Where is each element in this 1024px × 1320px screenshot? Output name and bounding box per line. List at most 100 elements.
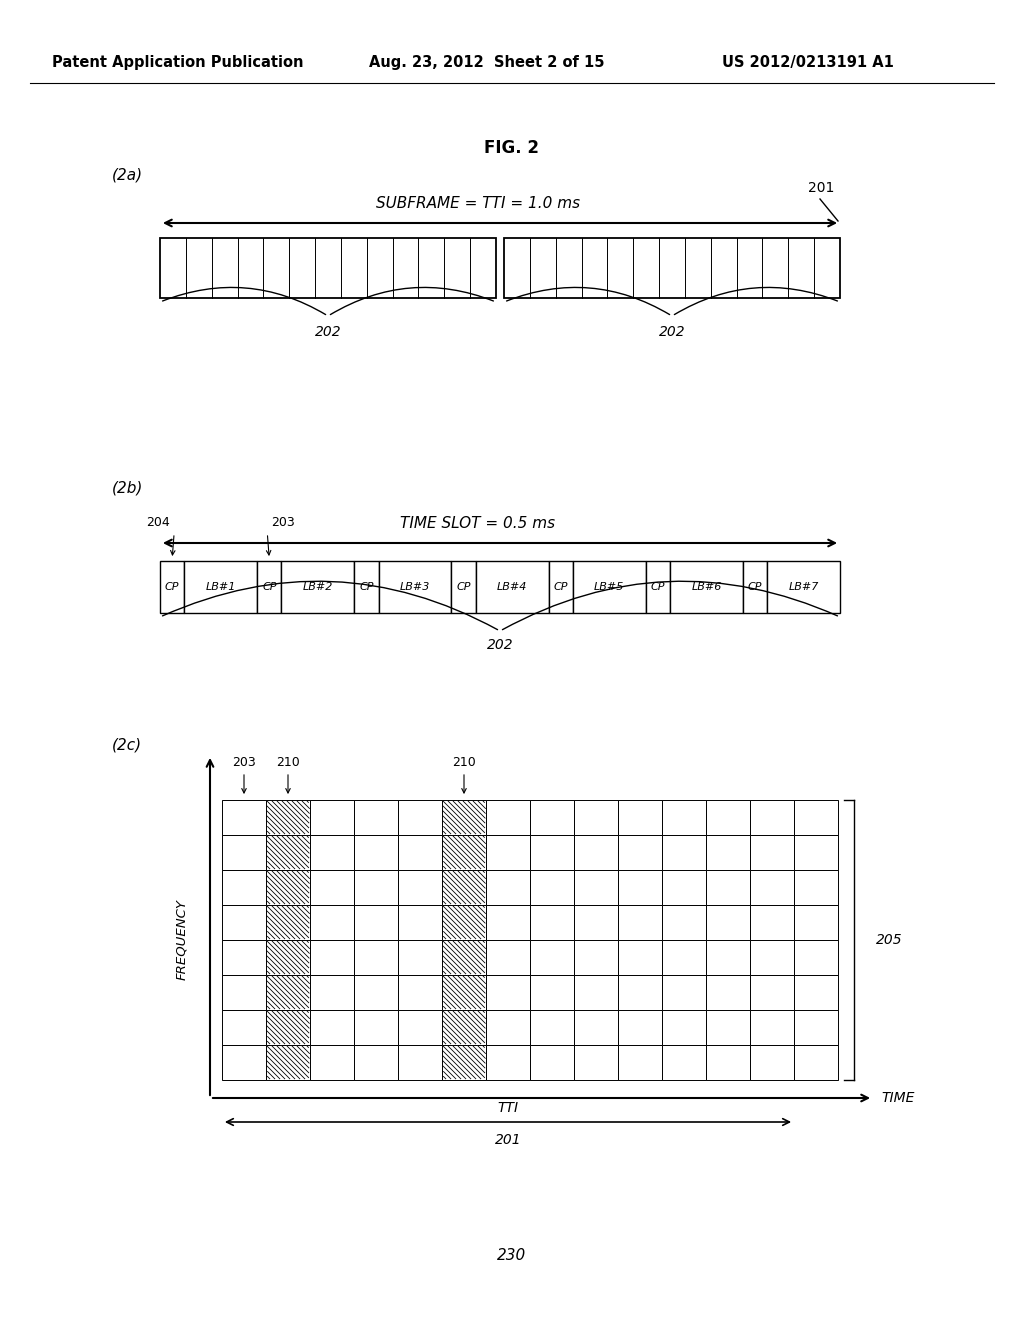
Bar	[618, 800, 662, 836]
Bar	[767, 561, 840, 612]
Bar	[662, 1010, 706, 1045]
Bar	[530, 975, 574, 1010]
Text: 203: 203	[232, 755, 256, 768]
Text: Patent Application Publication: Patent Application Publication	[52, 54, 304, 70]
Bar	[266, 870, 310, 906]
Bar	[442, 836, 486, 870]
Text: LB#2: LB#2	[303, 582, 333, 591]
Bar	[662, 800, 706, 836]
Bar	[750, 836, 794, 870]
Bar	[442, 800, 486, 836]
Bar	[574, 836, 618, 870]
Bar	[398, 1045, 442, 1080]
Bar	[310, 870, 354, 906]
Bar	[662, 906, 706, 940]
Bar	[794, 1045, 838, 1080]
Bar	[750, 870, 794, 906]
Text: LB#7: LB#7	[788, 582, 819, 591]
Bar	[486, 975, 530, 1010]
Text: CP: CP	[262, 582, 276, 591]
Bar	[266, 906, 310, 940]
Bar	[379, 561, 452, 612]
Bar	[442, 975, 486, 1010]
Bar	[794, 940, 838, 975]
Bar	[486, 870, 530, 906]
Bar	[530, 906, 574, 940]
Bar	[354, 1010, 398, 1045]
Text: FREQUENCY: FREQUENCY	[175, 899, 188, 981]
Bar	[530, 1010, 574, 1045]
Bar	[618, 940, 662, 975]
Text: (2b): (2b)	[112, 480, 143, 495]
Bar	[662, 940, 706, 975]
Text: 203: 203	[271, 516, 295, 529]
Text: 201: 201	[495, 1133, 521, 1147]
Text: 202: 202	[486, 638, 513, 652]
Bar	[222, 1045, 266, 1080]
Bar	[574, 870, 618, 906]
Text: TTI: TTI	[498, 1101, 518, 1115]
Bar	[222, 800, 266, 836]
Bar	[530, 800, 574, 836]
Text: (2a): (2a)	[112, 168, 143, 182]
Bar	[354, 906, 398, 940]
Text: CP: CP	[650, 582, 666, 591]
Bar	[354, 561, 379, 612]
Bar	[618, 975, 662, 1010]
Bar	[398, 906, 442, 940]
Bar	[646, 561, 670, 612]
Bar	[618, 1045, 662, 1080]
Text: 210: 210	[276, 755, 300, 768]
Text: CP: CP	[553, 582, 568, 591]
Bar	[257, 561, 282, 612]
Bar	[670, 561, 742, 612]
Bar	[742, 561, 767, 612]
Bar	[618, 836, 662, 870]
Bar	[574, 1010, 618, 1045]
Bar	[310, 1045, 354, 1080]
Bar	[310, 836, 354, 870]
Bar	[222, 975, 266, 1010]
Bar	[486, 1045, 530, 1080]
Bar	[574, 1045, 618, 1080]
Bar	[452, 561, 476, 612]
Text: LB#5: LB#5	[594, 582, 625, 591]
Bar	[706, 975, 750, 1010]
Text: US 2012/0213191 A1: US 2012/0213191 A1	[722, 54, 894, 70]
Bar	[354, 1045, 398, 1080]
Bar	[184, 561, 257, 612]
Bar	[530, 870, 574, 906]
Text: 204: 204	[146, 516, 170, 529]
Bar	[442, 870, 486, 906]
Bar	[310, 940, 354, 975]
Bar	[310, 800, 354, 836]
Bar	[282, 561, 354, 612]
Text: SUBFRAME = TTI = 1.0 ms: SUBFRAME = TTI = 1.0 ms	[376, 195, 580, 210]
Text: LB#6: LB#6	[691, 582, 722, 591]
Bar	[222, 836, 266, 870]
Bar	[794, 975, 838, 1010]
Bar	[618, 1010, 662, 1045]
Bar	[574, 940, 618, 975]
Bar	[310, 1010, 354, 1045]
Bar	[442, 906, 486, 940]
Text: (2c): (2c)	[112, 738, 142, 752]
Text: CP: CP	[165, 582, 179, 591]
Text: 202: 202	[314, 325, 341, 339]
Bar	[266, 940, 310, 975]
Bar	[222, 906, 266, 940]
Bar	[222, 1010, 266, 1045]
Bar	[266, 800, 310, 836]
Bar	[266, 1045, 310, 1080]
Bar	[398, 940, 442, 975]
Text: 210: 210	[453, 755, 476, 768]
Bar	[398, 836, 442, 870]
Bar	[398, 870, 442, 906]
Bar	[706, 800, 750, 836]
Bar	[750, 800, 794, 836]
Bar	[706, 1010, 750, 1045]
Text: CP: CP	[457, 582, 471, 591]
Bar	[486, 836, 530, 870]
Text: 205: 205	[876, 933, 902, 946]
Bar	[549, 561, 572, 612]
